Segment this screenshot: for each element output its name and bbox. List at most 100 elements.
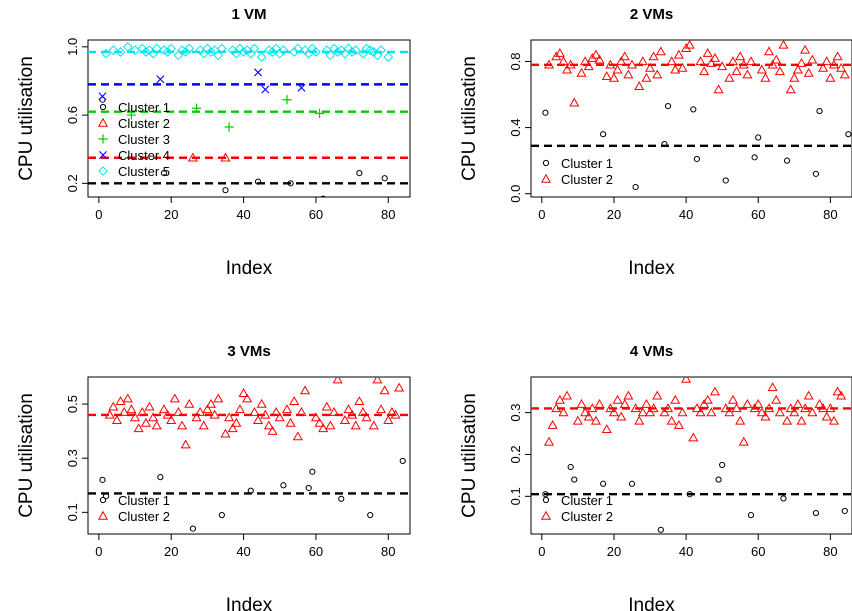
- legend-label: Cluster 2: [118, 509, 170, 524]
- point-series-2: [198, 420, 209, 430]
- point-series-2: [839, 69, 850, 79]
- point-series-5: [325, 50, 336, 61]
- point-series-5: [115, 47, 126, 57]
- point-series-2: [792, 64, 803, 74]
- point-series-2: [821, 411, 832, 421]
- y-tick-label: 0.1: [65, 503, 80, 521]
- point-series-1: [381, 175, 388, 182]
- point-series-2: [789, 407, 800, 417]
- point-series-2: [803, 67, 814, 77]
- point-series-2: [547, 419, 558, 429]
- point-series-2: [296, 406, 307, 416]
- point-series-2: [709, 386, 721, 396]
- y-tick-label: 0.1: [508, 487, 523, 505]
- legend-label: Cluster 2: [118, 116, 170, 131]
- point-series-2: [778, 40, 789, 49]
- point-series-2: [605, 403, 616, 413]
- y-tick-label: 1.0: [65, 38, 80, 56]
- point-series-2: [731, 66, 742, 76]
- point-series-2: [271, 406, 282, 416]
- point-series-2: [753, 399, 764, 408]
- point-series-2: [104, 409, 115, 419]
- chart-title: 2 VMs: [630, 6, 673, 23]
- panel-3: 3 VMs 0 20 40 60 80 0.1 0.3 0.5 Index CPU utilisat…: [16, 343, 411, 611]
- legend-label: Cluster 2: [561, 509, 613, 524]
- point-series-1: [247, 487, 254, 494]
- point-series-2: [673, 419, 684, 429]
- point-series-2: [292, 431, 303, 441]
- point-series-2: [361, 412, 372, 422]
- point-series-2: [129, 412, 141, 422]
- point-series-5: [347, 47, 358, 57]
- point-series-2: [742, 399, 753, 408]
- point-series-2: [807, 407, 818, 417]
- point-series-5: [216, 43, 227, 54]
- point-series-2: [644, 62, 656, 72]
- point-series-1: [99, 476, 106, 483]
- point-series-5: [292, 43, 303, 54]
- point-series-2: [321, 401, 332, 411]
- y-tick-label: 0.0: [508, 185, 523, 203]
- point-series-1: [367, 511, 374, 519]
- point-series-3: [282, 95, 292, 105]
- point-series-2: [608, 72, 620, 82]
- legend-label: Cluster 1: [118, 100, 170, 115]
- point-series-2: [623, 69, 634, 79]
- point-series-2: [195, 406, 206, 416]
- point-series-5: [274, 48, 285, 59]
- point-series-2: [162, 409, 173, 419]
- data-layer: [531, 40, 852, 191]
- x-tick-label: 0: [95, 544, 102, 559]
- point-series-2: [249, 406, 260, 416]
- point-series-2: [220, 152, 231, 162]
- point-series-3: [191, 103, 202, 113]
- point-series-2: [814, 399, 825, 408]
- legend-marker: [99, 496, 107, 504]
- point-series-2: [220, 428, 231, 438]
- x-tick-label: 0: [538, 544, 545, 559]
- point-series-2: [774, 407, 785, 417]
- point-series-4: [254, 68, 263, 77]
- point-series-5: [383, 52, 394, 62]
- point-series-2: [580, 56, 591, 66]
- point-series-2: [612, 394, 623, 404]
- panel-2: 2 VMs 0 20 40 60 80 0.0 0.4 0.8 Index CPU utilisat…: [459, 6, 852, 279]
- point-series-2: [325, 420, 336, 430]
- data-layer: [88, 41, 410, 197]
- point-series-5: [278, 45, 289, 56]
- point-series-2: [630, 403, 641, 413]
- point-series-2: [267, 425, 278, 435]
- point-series-1: [632, 183, 639, 191]
- point-series-1: [812, 170, 820, 177]
- point-series-2: [601, 424, 612, 434]
- point-series-2: [818, 403, 829, 413]
- point-series-2: [818, 62, 829, 72]
- point-series-2: [554, 48, 565, 57]
- point-series-1: [783, 157, 791, 164]
- point-series-2: [706, 407, 717, 417]
- legend-label: Cluster 4: [118, 148, 170, 163]
- point-series-2: [724, 407, 735, 417]
- point-series-2: [666, 415, 677, 425]
- plot-frame: [87, 39, 411, 198]
- point-series-2: [670, 64, 681, 74]
- point-series-1: [542, 109, 549, 116]
- legend-marker: [97, 510, 109, 520]
- point-series-5: [249, 43, 260, 54]
- point-series-2: [735, 415, 746, 425]
- point-series-2: [727, 56, 739, 66]
- point-series-5: [162, 47, 173, 57]
- point-series-1: [628, 480, 636, 487]
- point-series-1: [755, 134, 762, 141]
- point-series-2: [543, 59, 555, 69]
- point-series-2: [590, 49, 601, 59]
- point-series-2: [256, 398, 267, 408]
- point-series-5: [108, 45, 119, 56]
- point-series-2: [151, 420, 162, 430]
- legend-label: Cluster 2: [561, 172, 613, 187]
- x-tick-label: 20: [607, 207, 621, 222]
- point-series-2: [731, 403, 742, 413]
- point-series-2: [738, 436, 749, 446]
- point-series-2: [684, 40, 695, 49]
- y-tick-label: 0.6: [65, 106, 80, 124]
